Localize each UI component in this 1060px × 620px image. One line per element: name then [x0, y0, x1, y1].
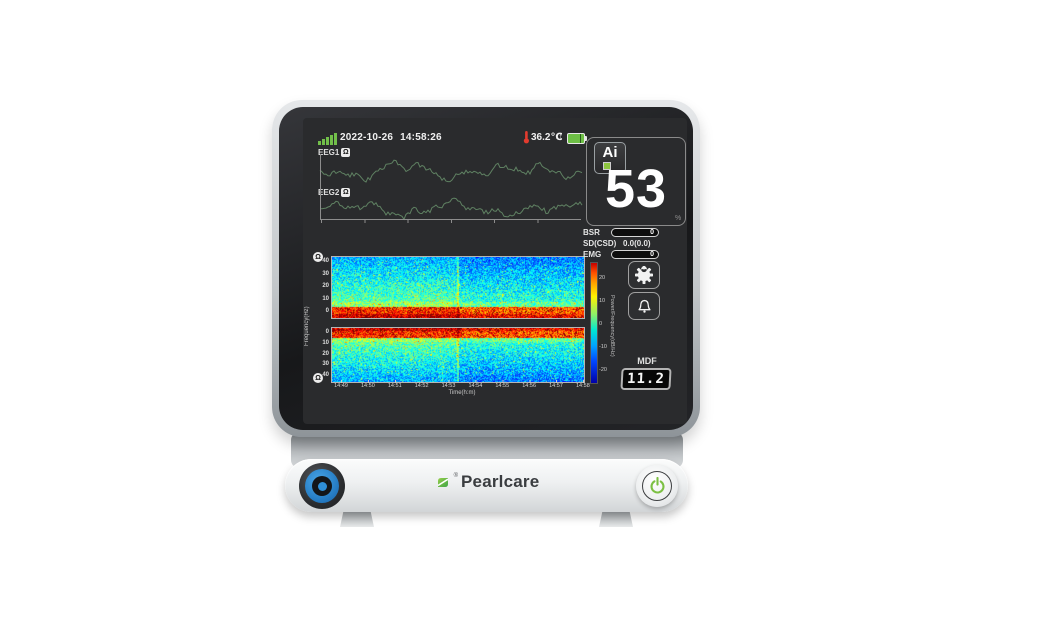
eeg2-label: EEG2 Ω: [318, 188, 351, 197]
eeg1-spectrogram: [331, 256, 585, 319]
power-colorbar: [590, 262, 598, 384]
eeg-y-axis: [320, 154, 321, 220]
axis-tick-label: 30: [322, 361, 329, 368]
axis-tick-label: 20: [322, 350, 329, 357]
emg-label: EMG: [583, 250, 602, 259]
colorbar-ticks: 20 10 0 -10 -20: [599, 275, 607, 373]
axis-tick-label: 14:49: [334, 383, 348, 389]
battery-icon: [567, 133, 587, 144]
brand-name: Pearlcare: [461, 472, 540, 491]
ai-index-panel: [586, 137, 686, 226]
eeg1-label: EEG1 Ω: [318, 148, 351, 157]
colorbar-label: Power/Frequency(dB/Hz): [609, 295, 615, 357]
eeg-x-axis-ticks: [321, 220, 581, 223]
axis-tick-label: 0: [325, 308, 329, 314]
ai-index-value: 53: [604, 159, 668, 219]
axis-tick-label: 30: [322, 270, 329, 277]
axis-tick-label: 14:52: [414, 383, 429, 389]
connector-center-pin: [317, 481, 327, 491]
datetime-text: 2022-10-26 14:58:26: [340, 132, 442, 143]
impedance-icon: Ω: [341, 188, 351, 197]
spectrogram2-y-ticks: 0 10 20 30 40: [316, 329, 329, 378]
mdf-label: MDF: [637, 356, 657, 366]
bell-icon: [637, 299, 651, 313]
sd-csd-value: 0.0(0.0): [623, 239, 651, 248]
time-axis-ticks: 14:49 14:50 14:51 14:52 14:53 14:54 14:55 14:56…: [331, 383, 593, 389]
eeg2-spectrogram: [331, 327, 585, 383]
time-axis-tickmarks: [341, 380, 584, 383]
eeg2-spectrogram-canvas: [332, 328, 584, 382]
axis-tick-label: 0: [325, 329, 329, 335]
bsr-value: 0: [611, 228, 659, 237]
axis-tick-label: 14:55: [495, 383, 510, 389]
axis-tick-label: 14:51: [387, 383, 402, 389]
impedance-icon: Ω: [313, 373, 323, 383]
axis-tick-label: 10: [322, 295, 329, 302]
eeg2-waveform: [319, 197, 583, 221]
sensor-connector-knob[interactable]: [299, 463, 345, 509]
axis-tick-label: 40: [322, 372, 329, 378]
ai-badge-green-square: [603, 162, 611, 170]
axis-tick-label: -20: [599, 367, 607, 373]
axis-tick-label: 14:58: [575, 383, 590, 389]
alarm-button[interactable]: [628, 292, 660, 320]
impedance-icon: Ω: [341, 148, 351, 157]
gear-icon: [635, 266, 653, 284]
power-button[interactable]: [636, 465, 678, 507]
sd-csd-label: SD(CSD): [583, 239, 617, 248]
brand-logo: ® Pearlcare: [387, 472, 587, 492]
connector-blue-ring: [305, 469, 339, 503]
eeg-x-axis: [320, 219, 581, 220]
leaf-logo-icon: [437, 478, 449, 487]
axis-tick-label: 14:54: [468, 383, 483, 389]
axis-tick-label: 40: [322, 258, 329, 264]
bsr-label: BSR: [583, 228, 600, 237]
emg-value: 0: [611, 250, 659, 259]
spectrogram1-y-ticks: 40 30 20 10 0: [316, 258, 329, 314]
settings-button[interactable]: [628, 261, 660, 289]
registered-mark: ®: [453, 473, 459, 479]
power-icon: [649, 476, 665, 494]
front-panel: [285, 459, 688, 512]
axis-tick-label: 14:56: [522, 383, 536, 389]
axis-tick-label: 14:57: [549, 383, 563, 389]
axis-tick-label: 20: [599, 275, 606, 281]
touchscreen: 2022-10-26 14:58:26 36.2℃ ↓↑ EEG1 Ω EEG2 …: [303, 118, 687, 424]
date-text: 2022-10-26: [340, 132, 394, 143]
axis-tick-label: 20: [322, 283, 329, 289]
axis-tick-label: -10: [599, 344, 607, 350]
axis-tick-label: 14:50: [360, 383, 375, 389]
eeg1-spectrogram-canvas: [332, 257, 584, 318]
down-up-arrows-icon: ↓↑: [555, 131, 563, 141]
connector-socket: [312, 476, 332, 496]
axis-tick-label: 10: [599, 298, 606, 304]
frequency-axis-label: Frequency(Hz): [304, 306, 310, 346]
percent-mark: %: [675, 215, 682, 222]
time-text: 14:58:26: [400, 132, 442, 143]
thermometer-icon: [523, 131, 529, 144]
power-button-ring: [642, 471, 672, 501]
signal-strength-icon: [318, 133, 337, 145]
eeg1-waveform: [319, 159, 583, 183]
time-axis-label: Time(h:m): [448, 390, 476, 396]
impedance-icon: Ω: [313, 252, 323, 262]
axis-tick-label: 14:53: [441, 383, 456, 389]
ai-badge-icon: Ai: [594, 142, 626, 174]
axis-tick-label: 0: [599, 321, 603, 327]
mdf-display: 11.2: [620, 368, 672, 390]
axis-tick-label: 10: [322, 339, 329, 346]
temperature-text: 36.2℃: [531, 132, 563, 143]
